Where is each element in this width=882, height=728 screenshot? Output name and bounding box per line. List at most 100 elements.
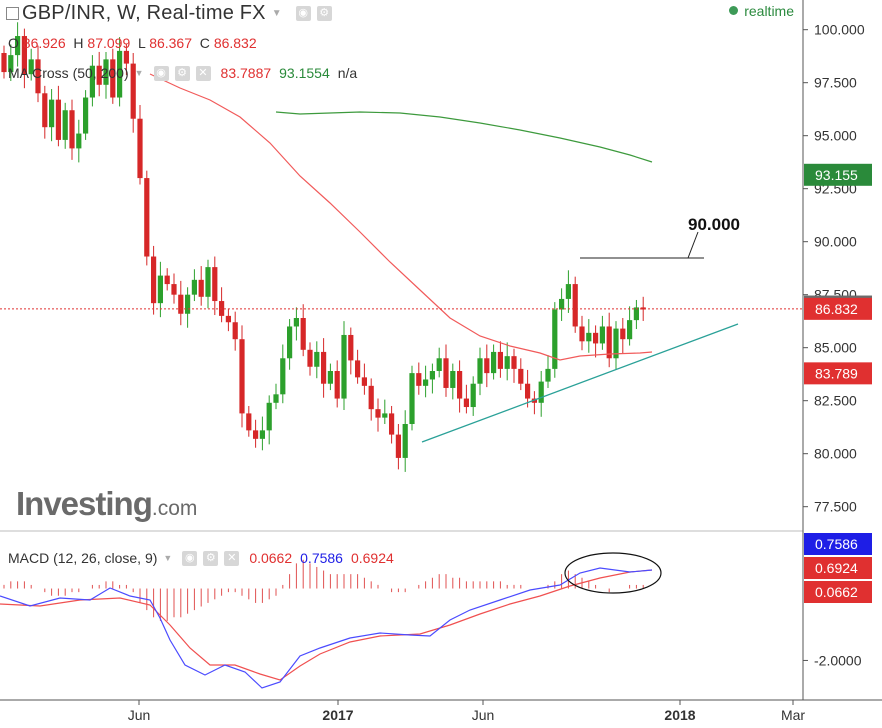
candle-down <box>355 360 361 378</box>
collapse-icon[interactable] <box>6 7 19 20</box>
candle-up <box>409 373 415 424</box>
ma-50-line <box>149 73 653 361</box>
candle-up <box>504 356 510 369</box>
gear-icon[interactable]: ⚙ <box>203 550 219 566</box>
symbol-title[interactable]: GBP/INR, W, Real-time FX <box>22 1 266 24</box>
brand-name: Investing <box>16 485 153 522</box>
candle-down <box>21 36 27 75</box>
candle-down <box>239 339 245 414</box>
ma-extra-value: n/a <box>337 65 358 81</box>
y-tick-label: 82.500 <box>814 393 857 409</box>
candle-down <box>640 307 646 310</box>
candle-down <box>164 275 170 285</box>
ma50-value: 83.7887 <box>220 65 272 81</box>
macd-value-2: 0.7586 <box>300 550 343 566</box>
x-tick-label: Jun <box>472 707 495 723</box>
candle-down <box>389 413 395 435</box>
close-label: C <box>199 35 210 51</box>
candle-down <box>35 59 41 94</box>
gear-icon[interactable]: ⚙ <box>316 5 332 21</box>
candle-up <box>552 309 558 369</box>
candle-up <box>470 383 476 408</box>
candle-up <box>327 371 333 384</box>
candle-down <box>484 358 490 374</box>
macd-signal-line <box>0 569 653 681</box>
candle-up <box>477 358 483 384</box>
candle-down <box>232 322 238 340</box>
candle-up <box>559 298 565 310</box>
candle-up <box>191 279 197 295</box>
x-tick-label: 2018 <box>664 707 695 723</box>
candle-up <box>259 430 265 439</box>
annotation-label: 90.000 <box>688 215 740 234</box>
candle-up <box>28 59 34 75</box>
candle-up <box>103 59 109 85</box>
y-tick-label: 80.000 <box>814 446 857 462</box>
price-label-box <box>804 163 872 186</box>
candle-up <box>62 110 68 140</box>
chevron-down-icon[interactable]: ▼ <box>134 68 144 78</box>
candle-down <box>198 279 204 297</box>
ma-cross-legend: MA Cross (50, 200) ▼ ◉ ⚙ ✕ 83.7887 93.15… <box>8 65 357 81</box>
chevron-down-icon[interactable]: ▼ <box>163 553 173 563</box>
candle-up <box>205 267 211 297</box>
macd-legend: MACD (12, 26, close, 9) ▼ ◉ ⚙ ✕ 0.0662 0… <box>8 550 394 566</box>
candle-down <box>606 326 612 359</box>
y-tick-label: 97.500 <box>814 75 857 91</box>
candle-down <box>1 53 7 73</box>
macd-value-3: 0.6924 <box>350 550 394 566</box>
eye-icon[interactable]: ◉ <box>182 550 198 566</box>
candle-up <box>157 275 163 304</box>
x-tick-label: Jun <box>128 707 151 723</box>
candle-down <box>375 409 381 418</box>
candle-down <box>395 434 401 458</box>
candle-up <box>83 97 89 134</box>
candle-up <box>586 332 592 342</box>
candle-up <box>627 320 633 340</box>
eye-icon[interactable]: ◉ <box>295 5 311 21</box>
low-label: L <box>138 35 146 51</box>
candle-up <box>280 358 286 395</box>
candle-up <box>314 351 320 367</box>
candle-down <box>110 59 116 98</box>
brand-suffix: .com <box>151 497 198 520</box>
candle-up <box>545 368 551 382</box>
candle-down <box>212 267 218 302</box>
close-icon[interactable]: ✕ <box>224 550 240 566</box>
eye-icon[interactable]: ◉ <box>153 65 169 81</box>
candle-down <box>130 63 136 119</box>
candle-up <box>49 99 55 128</box>
candle-down <box>123 50 129 64</box>
ma-200-line <box>275 111 653 163</box>
macd-value-1: 0.0662 <box>249 550 293 566</box>
candle-down <box>144 178 150 257</box>
price-label-box <box>804 297 872 320</box>
candle-up <box>76 133 82 149</box>
candle-up <box>633 307 639 321</box>
candle-up <box>436 358 442 371</box>
candle-up <box>382 413 388 418</box>
close-value: 86.832 <box>213 35 257 51</box>
candle-up <box>8 55 14 73</box>
macd-label[interactable]: MACD (12, 26, close, 9) <box>8 550 158 566</box>
y-tick-label: 85.000 <box>814 340 857 356</box>
candle-down <box>42 93 48 128</box>
candle-down <box>246 413 252 431</box>
macd-y-tick-label: -2.0000 <box>814 652 862 668</box>
investing-logo: Investing.com <box>16 485 197 523</box>
candle-up <box>287 326 293 359</box>
candle-down <box>497 351 503 369</box>
ma-cross-label[interactable]: MA Cross (50, 200) <box>8 65 129 81</box>
ma200-value: 93.1554 <box>279 65 330 81</box>
macd-label-text: 0.0662 <box>815 584 858 600</box>
high-value: 87.099 <box>87 35 131 51</box>
macd-label-text: 0.7586 <box>815 536 858 552</box>
candle-down <box>69 110 75 149</box>
candle-up <box>450 371 456 388</box>
open-label: O <box>8 35 19 51</box>
chevron-down-icon[interactable]: ▼ <box>271 7 282 19</box>
gear-icon[interactable]: ⚙ <box>174 65 190 81</box>
close-icon[interactable]: ✕ <box>195 65 211 81</box>
candle-up <box>15 36 21 56</box>
